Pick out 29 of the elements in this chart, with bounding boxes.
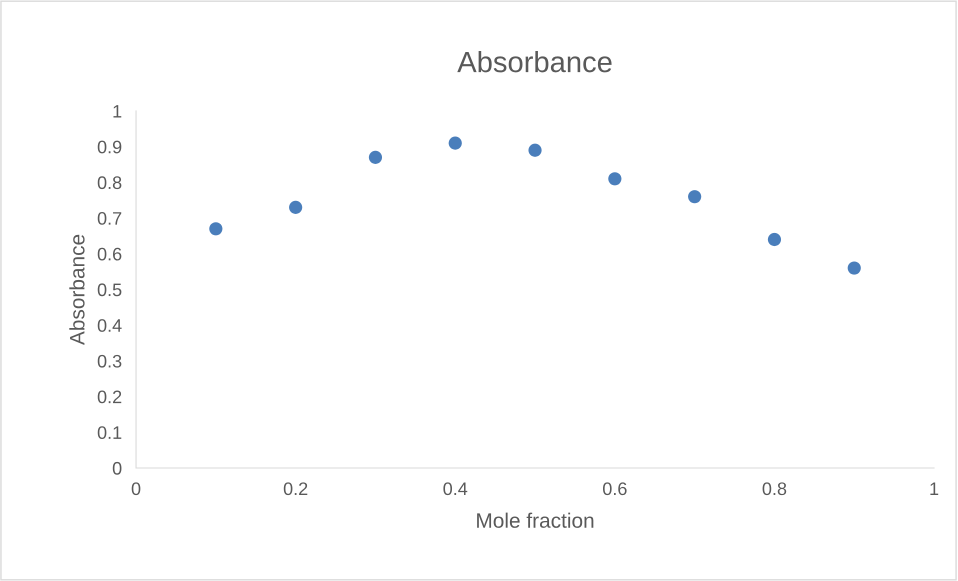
point [289, 200, 302, 214]
point [368, 150, 382, 164]
point [848, 261, 861, 275]
point [209, 222, 222, 236]
y-axis-title: Absorbance [69, 234, 85, 346]
x-tick-label: 1 [930, 482, 938, 495]
y-tick-label: 0.9 [98, 140, 122, 154]
point [528, 144, 542, 157]
y-tick-label: 0.5 [98, 283, 122, 296]
y-tick-label: 0.7 [98, 212, 122, 225]
x-tick-label: 0.8 [762, 482, 786, 496]
chart-title: Absorbance [457, 50, 612, 72]
x-tick-label: 0 [132, 482, 140, 496]
x-tick-label: 0.4 [443, 482, 468, 496]
point [688, 190, 702, 204]
point [448, 136, 462, 150]
x-tick-label: 0.2 [284, 482, 308, 496]
x-tick-label: 0.6 [603, 482, 627, 496]
y-tick-label: 0.3 [98, 354, 122, 368]
y-tick-label: 0 [112, 462, 122, 475]
y-tick-label: 0.8 [98, 176, 122, 190]
point [768, 232, 782, 246]
y-tick-label: 0.1 [98, 426, 122, 440]
y-tick-label: 0.6 [98, 248, 122, 260]
point [608, 172, 622, 186]
y-tick-label: 1 [113, 105, 122, 118]
y-tick-label: 0.4 [98, 319, 122, 332]
y-tick-label: 0.2 [98, 390, 122, 404]
x-axis-title: Mole fraction [477, 512, 594, 528]
